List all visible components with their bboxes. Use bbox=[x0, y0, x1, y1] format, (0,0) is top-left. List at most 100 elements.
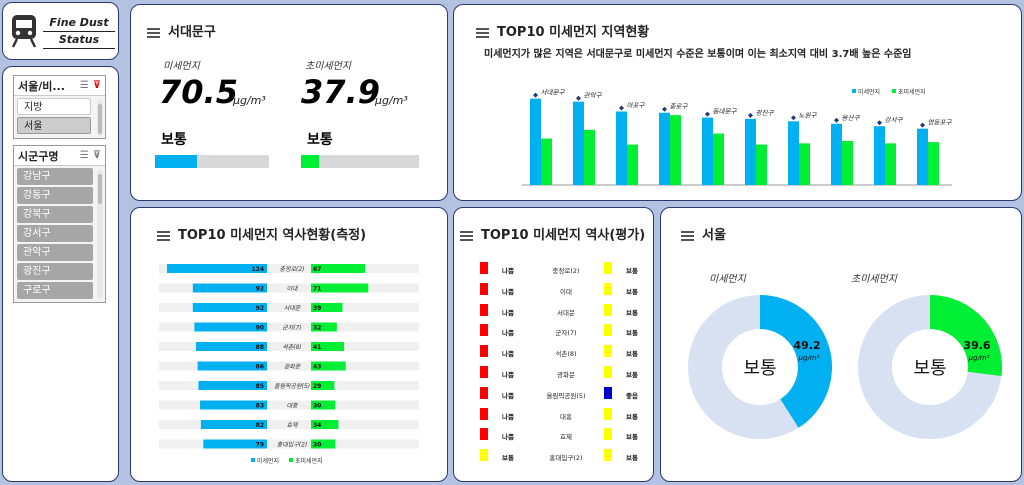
category-label: 광진구 bbox=[756, 109, 775, 117]
grade-row: 나쁨 효제 보통 bbox=[476, 426, 646, 447]
seoul-pm25-label: 초미세먼지 bbox=[851, 274, 897, 285]
region-item-local[interactable]: 지방 bbox=[17, 98, 91, 115]
filter-icon[interactable]: ⊽ bbox=[92, 150, 101, 161]
pm10-grade-swatch bbox=[480, 345, 488, 358]
row-background bbox=[159, 361, 419, 371]
station-label: 충정로(2) bbox=[279, 266, 304, 273]
district-scrollbar[interactable] bbox=[97, 170, 103, 298]
row-background bbox=[159, 439, 419, 449]
district-item[interactable]: 강동구 bbox=[17, 187, 93, 204]
clear-filter-icon[interactable]: ⊽ bbox=[92, 80, 101, 91]
station-name: 석촌(8) bbox=[555, 350, 577, 359]
value-label-pm25: 41 bbox=[313, 344, 321, 351]
row-background bbox=[159, 283, 419, 293]
district-slicer-header: 시군구명 ☰ ⊽ bbox=[14, 146, 105, 166]
district-item[interactable]: 광진구 bbox=[17, 263, 93, 280]
seoul-panel: 서울 미세먼지 초미세먼지 보통 49.2 μg/m³ 보통 39.6 μg/m³ bbox=[660, 207, 1022, 482]
row-background bbox=[159, 264, 419, 273]
region-slicer-title: 서울/비... bbox=[18, 79, 65, 93]
bar-pm10 bbox=[196, 342, 267, 351]
bar-pm25 bbox=[541, 138, 552, 185]
train-icon bbox=[11, 15, 37, 48]
pm25-grade-swatch bbox=[604, 303, 612, 316]
pm10-grade-text: 나쁨 bbox=[502, 329, 514, 338]
donut-value-arc bbox=[930, 295, 1002, 377]
bar-pm25 bbox=[311, 322, 337, 332]
menu-icon[interactable] bbox=[476, 27, 489, 38]
menu-icon[interactable] bbox=[157, 230, 170, 241]
category-label: 영등포구 bbox=[928, 119, 953, 127]
logo-panel: Fine Dust Status bbox=[2, 2, 119, 60]
pm25-grade-swatch bbox=[604, 407, 612, 420]
pm25-grade-swatch bbox=[604, 449, 612, 462]
pm10-grade-swatch bbox=[480, 449, 488, 462]
pm10-value: 70.5 bbox=[159, 73, 238, 111]
grade-row: 나쁨 군자(7) 보통 bbox=[476, 322, 646, 343]
station-name: 서대문 bbox=[557, 308, 575, 317]
pm10-grade-swatch bbox=[480, 365, 488, 378]
bar-pm10 bbox=[200, 420, 267, 429]
category-label: 마포구 bbox=[627, 102, 646, 110]
value-label-pm25: 29 bbox=[313, 383, 321, 390]
donut-unit: μg/m³ bbox=[968, 354, 990, 362]
district-slicer-title: 시군구명 bbox=[18, 149, 59, 163]
pm10-grade-text: 나쁨 bbox=[502, 267, 514, 275]
pm25-grade: 보통 bbox=[307, 132, 333, 148]
region-scrollbar[interactable] bbox=[97, 100, 103, 136]
marker-diamond bbox=[705, 111, 710, 117]
multi-select-icon[interactable]: ☰ bbox=[79, 150, 89, 161]
pm10-grade-text: 나쁨 bbox=[502, 370, 514, 379]
district-item[interactable]: 강서구 bbox=[17, 225, 93, 242]
pm25-grade-swatch bbox=[604, 386, 612, 399]
district-item[interactable]: 관악구 bbox=[17, 244, 93, 261]
legend-label: 미세먼지 bbox=[257, 457, 279, 465]
legend-swatch bbox=[892, 89, 896, 93]
top10-region-panel: TOP10 미세먼지 지역현황 미세먼지가 많은 지역은 서대문구로 미세먼지 … bbox=[453, 4, 1022, 201]
value-label-pm25: 30 bbox=[313, 403, 321, 410]
filter-panel: 서울/비... ☰ ⊽ 지방 서울 시군구명 ☰ ⊽ 강남구 강동구 강북구 강서구 관악구… bbox=[2, 66, 119, 482]
menu-icon[interactable] bbox=[460, 230, 473, 241]
bar-pm10 bbox=[194, 322, 267, 332]
pm10-grade-swatch bbox=[480, 303, 488, 316]
bar-pm10 bbox=[788, 121, 799, 185]
bar-pm10 bbox=[530, 98, 541, 185]
row-background bbox=[159, 420, 419, 429]
station-label: 광화문 bbox=[284, 364, 301, 371]
category-label: 용산구 bbox=[842, 114, 861, 122]
pm25-grade-swatch bbox=[604, 262, 612, 274]
bar-pm25 bbox=[311, 342, 345, 351]
region-item-seoul[interactable]: 서울 bbox=[17, 117, 91, 134]
pm10-grade-swatch bbox=[480, 324, 488, 337]
pm10-unit: μg/m³ bbox=[233, 94, 266, 107]
bar-pm10 bbox=[198, 381, 267, 390]
station-name: 효제 bbox=[560, 433, 572, 442]
bar-pm25 bbox=[311, 439, 336, 449]
donut-value: 49.2 bbox=[793, 339, 820, 352]
legend-label: 미세먼지 bbox=[858, 88, 880, 96]
value-label-pm10: 124 bbox=[251, 266, 264, 273]
station-label: 올림픽공원(5) bbox=[274, 383, 310, 390]
top10-station-chart: 124 충정로(2) 67 92 이대 71 92 서대문 39 90 군자(7) 32 88 석촌(8)… bbox=[159, 264, 419, 465]
pm25-grade-text: 보통 bbox=[626, 454, 638, 463]
top10-station-panel: TOP10 미세먼지 역사현황(측정) 124 충정로(2) 67 92 이대 71 92 서… bbox=[130, 207, 448, 482]
legend-swatch bbox=[289, 458, 293, 462]
district-item[interactable]: 구로구 bbox=[17, 282, 93, 299]
bar-pm25 bbox=[311, 381, 335, 390]
value-label-pm25: 30 bbox=[313, 442, 321, 449]
value-label-pm10: 82 bbox=[256, 422, 264, 429]
bar-pm10 bbox=[197, 361, 267, 371]
grade-row: 나쁨 올림픽공원(5) 좋음 bbox=[476, 385, 646, 406]
district-item[interactable]: 강남구 bbox=[17, 168, 93, 185]
pm10-grade-text: 나쁨 bbox=[502, 412, 514, 421]
district-item[interactable]: 강북구 bbox=[17, 206, 93, 223]
menu-icon[interactable] bbox=[147, 27, 160, 38]
multi-select-icon[interactable]: ☰ bbox=[79, 80, 89, 91]
marker-diamond bbox=[662, 106, 667, 112]
bar-pm25 bbox=[311, 283, 369, 293]
pm10-grade-text: 나쁨 bbox=[502, 350, 514, 359]
pm10-grade-swatch bbox=[480, 386, 488, 399]
menu-icon[interactable] bbox=[681, 230, 694, 241]
region-slicer: 서울/비... ☰ ⊽ 지방 서울 bbox=[13, 75, 106, 139]
category-label: 강서구 bbox=[885, 116, 904, 124]
value-label-pm10: 88 bbox=[256, 344, 264, 351]
